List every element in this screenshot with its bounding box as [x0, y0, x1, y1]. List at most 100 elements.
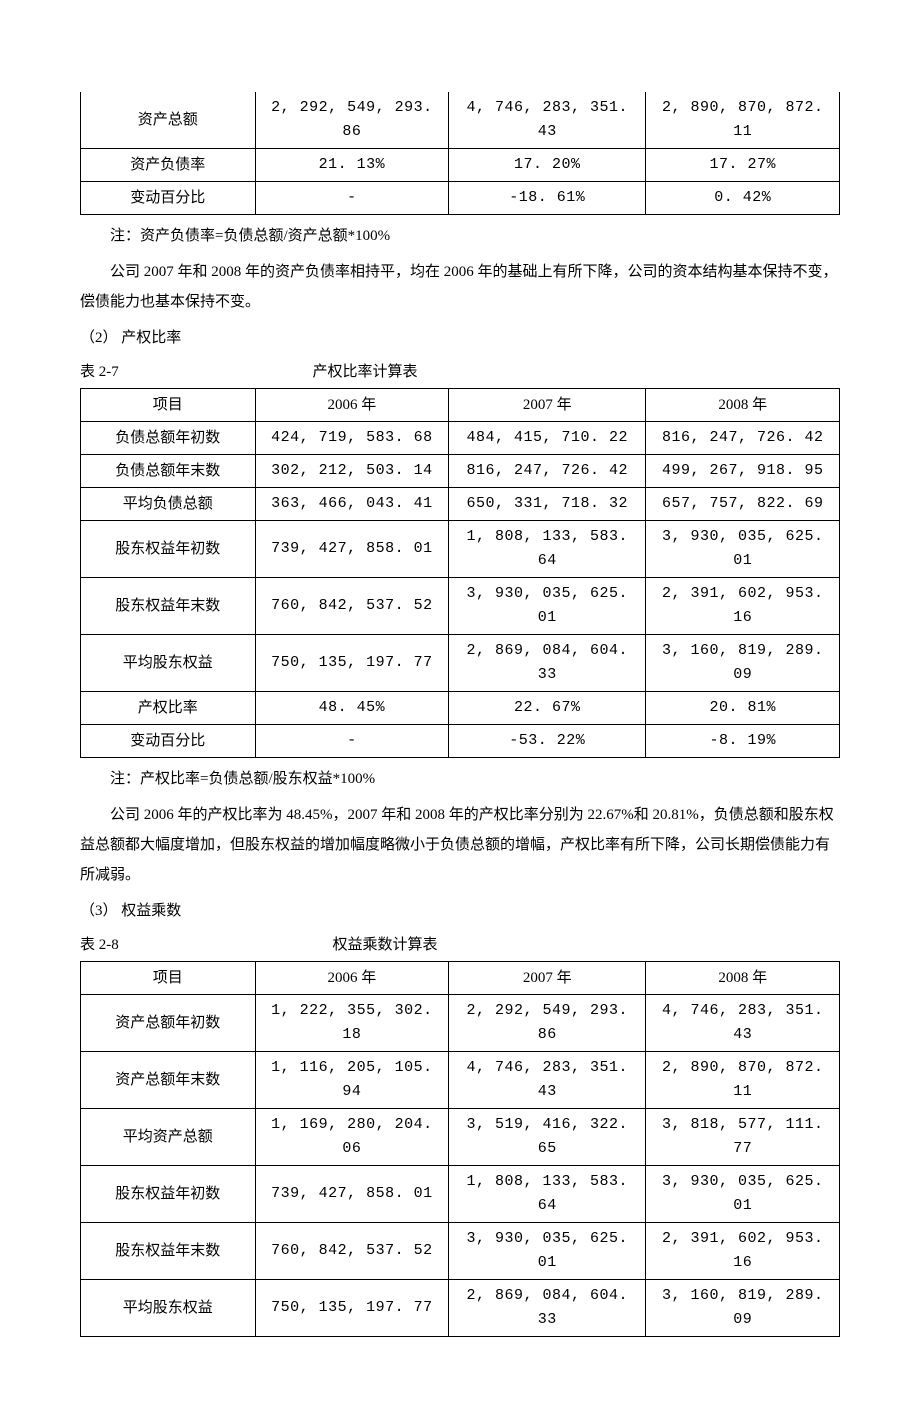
table-row: 资产负债率 21. 13% 17. 20% 17. 27%: [81, 149, 840, 182]
cell-label: 股东权益年末数: [81, 578, 256, 635]
section-heading-equity-multiplier: （3） 权益乘数: [80, 896, 840, 926]
cell-value: 760, 842, 537. 52: [255, 578, 449, 635]
cell-value: 302, 212, 503. 14: [255, 455, 449, 488]
cell-value: 48. 45%: [255, 692, 449, 725]
caption-title: 产权比率计算表: [313, 359, 418, 386]
cell-value: 3, 818, 577, 111. 77: [646, 1109, 840, 1166]
table-row: 负债总额年末数 302, 212, 503. 14 816, 247, 726.…: [81, 455, 840, 488]
table-equity-multiplier: 项目 2006 年 2007 年 2008 年 资产总额年初数 1, 222, …: [80, 961, 840, 1337]
cell-label: 产权比率: [81, 692, 256, 725]
table-row: 变动百分比 - -18. 61% 0. 42%: [81, 182, 840, 215]
cell-value: 499, 267, 918. 95: [646, 455, 840, 488]
paragraph-asset-liability: 公司 2007 年和 2008 年的资产负债率相持平，均在 2006 年的基础上…: [80, 257, 840, 317]
cell-value: 2, 391, 602, 953. 16: [646, 1223, 840, 1280]
cell-value: 760, 842, 537. 52: [255, 1223, 449, 1280]
table-caption-equity-multiplier: 表 2-8 权益乘数计算表: [80, 932, 840, 959]
table-row: 平均股东权益 750, 135, 197. 77 2, 869, 084, 60…: [81, 1280, 840, 1337]
cell-value: 1, 808, 133, 583. 64: [449, 521, 646, 578]
cell-value: 2, 292, 549, 293. 86: [255, 92, 449, 149]
cell-value: 1, 169, 280, 204. 06: [255, 1109, 449, 1166]
table-row: 变动百分比 - -53. 22% -8. 19%: [81, 725, 840, 758]
table-row: 资产总额年末数 1, 116, 205, 105. 94 4, 746, 283…: [81, 1052, 840, 1109]
cell-value: 2, 869, 084, 604. 33: [449, 1280, 646, 1337]
cell-label: 股东权益年初数: [81, 1166, 256, 1223]
cell-value: 17. 20%: [449, 149, 646, 182]
cell-value: 1, 116, 205, 105. 94: [255, 1052, 449, 1109]
cell-value: 2, 869, 084, 604. 33: [449, 635, 646, 692]
paragraph-equity-ratio: 公司 2006 年的产权比率为 48.45%，2007 年和 2008 年的产权…: [80, 800, 840, 890]
cell-label: 平均股东权益: [81, 635, 256, 692]
cell-value: 2, 890, 870, 872. 11: [646, 1052, 840, 1109]
cell-label: 资产负债率: [81, 149, 256, 182]
cell-value: 739, 427, 858. 01: [255, 1166, 449, 1223]
cell-value: 3, 519, 416, 322. 65: [449, 1109, 646, 1166]
cell-value: 21. 13%: [255, 149, 449, 182]
table-asset-liability: 资产总额 2, 292, 549, 293. 86 4, 746, 283, 3…: [80, 92, 840, 215]
caption-number: 表 2-8: [80, 932, 119, 959]
cell-value: 657, 757, 822. 69: [646, 488, 840, 521]
cell-value: -18. 61%: [449, 182, 646, 215]
cell-value: 4, 746, 283, 351. 43: [449, 1052, 646, 1109]
table-header-row: 项目 2006 年 2007 年 2008 年: [81, 962, 840, 995]
table-row: 资产总额年初数 1, 222, 355, 302. 18 2, 292, 549…: [81, 995, 840, 1052]
document-body: 资产总额 2, 292, 549, 293. 86 4, 746, 283, 3…: [80, 92, 840, 1337]
cell-label: 资产总额年末数: [81, 1052, 256, 1109]
cell-value: 20. 81%: [646, 692, 840, 725]
cell-value: 750, 135, 197. 77: [255, 635, 449, 692]
cell-value: 1, 808, 133, 583. 64: [449, 1166, 646, 1223]
cell-value: 3, 930, 035, 625. 01: [449, 1223, 646, 1280]
col-header: 项目: [81, 962, 256, 995]
cell-value: 424, 719, 583. 68: [255, 422, 449, 455]
table-caption-equity-ratio: 表 2-7 产权比率计算表: [80, 359, 840, 386]
cell-value: 3, 160, 819, 289. 09: [646, 635, 840, 692]
cell-value: 3, 930, 035, 625. 01: [646, 1166, 840, 1223]
table-header-row: 项目 2006 年 2007 年 2008 年: [81, 389, 840, 422]
cell-value: 22. 67%: [449, 692, 646, 725]
cell-value: 0. 42%: [646, 182, 840, 215]
cell-value: 650, 331, 718. 32: [449, 488, 646, 521]
table-row: 股东权益年初数 739, 427, 858. 01 1, 808, 133, 5…: [81, 1166, 840, 1223]
col-header: 2008 年: [646, 962, 840, 995]
cell-value: 484, 415, 710. 22: [449, 422, 646, 455]
cell-label: 股东权益年初数: [81, 521, 256, 578]
note-equity-ratio: 注：产权比率=负债总额/股东权益*100%: [80, 764, 840, 794]
cell-label: 变动百分比: [81, 725, 256, 758]
cell-value: 363, 466, 043. 41: [255, 488, 449, 521]
cell-value: 750, 135, 197. 77: [255, 1280, 449, 1337]
cell-label: 股东权益年末数: [81, 1223, 256, 1280]
table-row: 资产总额 2, 292, 549, 293. 86 4, 746, 283, 3…: [81, 92, 840, 149]
cell-value: -: [255, 725, 449, 758]
note-asset-liability: 注：资产负债率=负债总额/资产总额*100%: [80, 221, 840, 251]
cell-value: 816, 247, 726. 42: [646, 422, 840, 455]
cell-value: 816, 247, 726. 42: [449, 455, 646, 488]
col-header: 项目: [81, 389, 256, 422]
caption-number: 表 2-7: [80, 359, 119, 386]
table-row: 负债总额年初数 424, 719, 583. 68 484, 415, 710.…: [81, 422, 840, 455]
table-equity-ratio: 项目 2006 年 2007 年 2008 年 负债总额年初数 424, 719…: [80, 388, 840, 758]
table-row: 股东权益年末数 760, 842, 537. 52 3, 930, 035, 6…: [81, 1223, 840, 1280]
cell-label: 资产总额: [81, 92, 256, 149]
col-header: 2006 年: [255, 389, 449, 422]
cell-label: 平均股东权益: [81, 1280, 256, 1337]
cell-label: 负债总额年末数: [81, 455, 256, 488]
col-header: 2008 年: [646, 389, 840, 422]
table-row: 股东权益年末数 760, 842, 537. 52 3, 930, 035, 6…: [81, 578, 840, 635]
cell-value: 3, 930, 035, 625. 01: [646, 521, 840, 578]
col-header: 2006 年: [255, 962, 449, 995]
table-row: 平均资产总额 1, 169, 280, 204. 06 3, 519, 416,…: [81, 1109, 840, 1166]
cell-value: 3, 930, 035, 625. 01: [449, 578, 646, 635]
cell-value: 739, 427, 858. 01: [255, 521, 449, 578]
cell-value: 3, 160, 819, 289. 09: [646, 1280, 840, 1337]
cell-value: -: [255, 182, 449, 215]
table-row: 平均股东权益 750, 135, 197. 77 2, 869, 084, 60…: [81, 635, 840, 692]
table-row: 产权比率 48. 45% 22. 67% 20. 81%: [81, 692, 840, 725]
cell-label: 平均负债总额: [81, 488, 256, 521]
cell-value: -53. 22%: [449, 725, 646, 758]
cell-value: 2, 391, 602, 953. 16: [646, 578, 840, 635]
col-header: 2007 年: [449, 389, 646, 422]
cell-value: 4, 746, 283, 351. 43: [646, 995, 840, 1052]
cell-value: 17. 27%: [646, 149, 840, 182]
cell-value: 2, 292, 549, 293. 86: [449, 995, 646, 1052]
cell-value: 1, 222, 355, 302. 18: [255, 995, 449, 1052]
section-heading-equity-ratio: （2） 产权比率: [80, 323, 840, 353]
